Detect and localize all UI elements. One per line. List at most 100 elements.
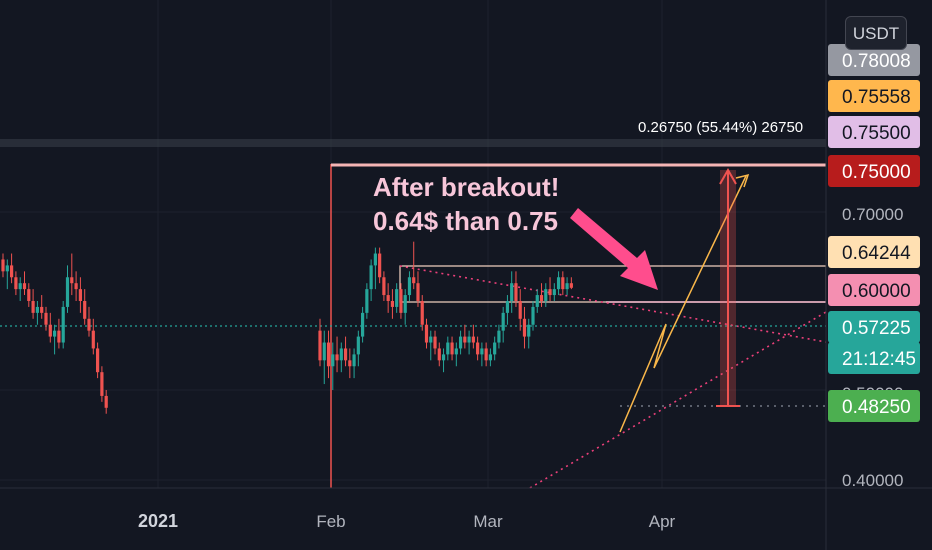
candle (403, 289, 407, 325)
headline-line1: After breakout! (373, 172, 559, 202)
candle (565, 277, 569, 296)
candle (544, 283, 548, 307)
price-label-0.48250: 0.48250 (828, 390, 920, 422)
candle (5, 259, 9, 290)
candle (373, 247, 377, 290)
candle (416, 271, 420, 307)
candle (527, 318, 531, 349)
candle (561, 271, 565, 296)
candle (18, 277, 22, 301)
price-label-text: 0.48250 (842, 397, 911, 418)
candle (539, 283, 544, 307)
candle (531, 300, 535, 331)
candle (412, 241, 416, 290)
candle (429, 330, 433, 361)
candle (361, 306, 365, 343)
candle (322, 330, 326, 385)
candle (556, 271, 561, 296)
candle (488, 348, 492, 367)
candle (326, 330, 331, 379)
price-label-text: 0.60000 (842, 281, 911, 302)
price-label-0.60000: 0.60000 (828, 274, 920, 306)
time-axis[interactable]: 2021 Feb Mar Apr (0, 487, 932, 531)
price-label-text: 0.64244 (842, 243, 911, 264)
annotation-text: After breakout! 0.64$ than 0.75 0.26750 … (373, 119, 803, 236)
annotation-arrow (570, 208, 658, 290)
candle (505, 295, 510, 325)
resistance-box (399, 265, 827, 303)
candle (424, 318, 429, 349)
descending-trendline (399, 265, 827, 343)
candle (480, 342, 484, 367)
candle (369, 259, 373, 301)
candle (382, 271, 386, 301)
candles (1, 241, 573, 414)
candle (467, 330, 471, 355)
candle (390, 289, 395, 319)
candle (104, 389, 108, 414)
currency-button[interactable]: USDT (845, 16, 907, 50)
candle (78, 277, 82, 313)
candle (27, 283, 31, 307)
candle (446, 336, 450, 361)
candle (433, 330, 437, 355)
price-label-0.57225: 0.57225 (828, 311, 920, 343)
candle (458, 330, 463, 355)
candle (365, 283, 369, 319)
headline-line2: 0.64$ than 0.75 (373, 206, 558, 236)
price-label-0.64244: 0.64244 (828, 236, 920, 268)
price-label-text: 0.75500 (842, 123, 911, 144)
price-label-text: 0.75000 (842, 162, 911, 183)
candle (339, 342, 343, 373)
price-label-text: 0.78008 (842, 51, 911, 72)
upper-band (0, 139, 932, 147)
candle (53, 324, 57, 355)
axis-tick-0.70000: 0.70000 (842, 205, 903, 224)
candle (14, 271, 18, 296)
candle (352, 348, 356, 379)
candle (441, 348, 446, 373)
candle (569, 277, 573, 290)
candle (61, 300, 65, 349)
candle (386, 283, 390, 313)
candle (493, 336, 497, 361)
candle (343, 336, 348, 367)
candle (331, 342, 335, 390)
candle (501, 306, 505, 343)
candle (40, 295, 44, 319)
candle (100, 366, 104, 402)
candle (484, 342, 488, 367)
candle (514, 271, 518, 307)
chart-grid (0, 0, 826, 488)
candle (420, 295, 424, 331)
candle (44, 306, 48, 331)
candle (510, 271, 514, 313)
candle (87, 306, 91, 337)
time-tick-mar: Mar (473, 512, 503, 531)
candle (395, 283, 399, 313)
candle (378, 247, 382, 284)
candle (356, 330, 360, 367)
candle (437, 342, 441, 367)
candle (96, 342, 100, 379)
price-label-0.75558: 0.75558 (828, 80, 920, 112)
candle (399, 283, 403, 319)
price-labels: 0.78008 0.75558 0.75500 0.75000 0.64244 0.600… (828, 44, 920, 422)
candle (335, 336, 339, 373)
candle (83, 289, 87, 325)
candle (70, 253, 74, 296)
candle (91, 318, 95, 355)
drawings (0, 163, 827, 489)
projection-path (619, 175, 747, 433)
candle (407, 271, 412, 301)
price-label-text: 0.75558 (842, 87, 911, 108)
price-label-0.75000: 0.75000 (828, 155, 920, 187)
candle (22, 271, 27, 296)
candle (522, 306, 527, 349)
candle (65, 265, 70, 313)
ascending-trendline (529, 311, 827, 489)
time-tick-apr: Apr (649, 512, 676, 531)
price-label-21:12:45: 21:12:45 (828, 342, 920, 374)
